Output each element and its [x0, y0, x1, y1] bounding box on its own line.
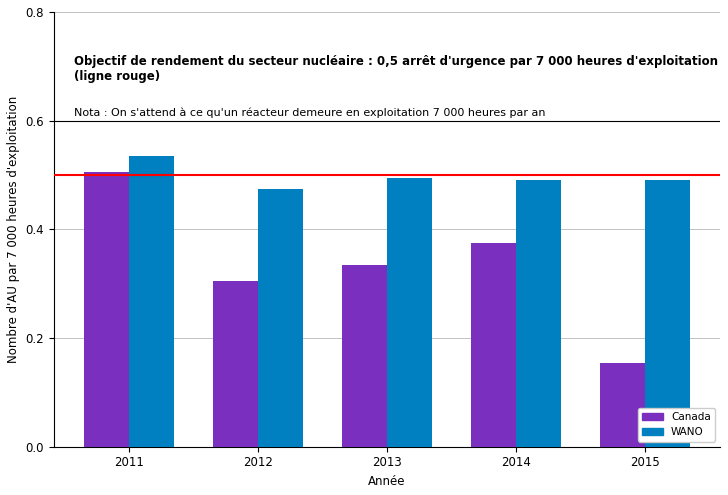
Bar: [600, 362, 645, 447]
Bar: [471, 243, 516, 447]
Bar: [645, 181, 690, 447]
Bar: [516, 181, 561, 447]
Text: Nota : On s'attend à ce qu'un réacteur demeure en exploitation 7 000 heures par : Nota : On s'attend à ce qu'un réacteur d…: [74, 107, 545, 118]
X-axis label: Année: Année: [368, 475, 405, 488]
Bar: [342, 265, 387, 447]
Y-axis label: Nombre d'AU par 7 000 heures d'exploitation: Nombre d'AU par 7 000 heures d'exploitat…: [7, 96, 20, 363]
Bar: [84, 172, 130, 447]
Legend: Canada, WANO: Canada, WANO: [638, 408, 715, 442]
Text: Objectif de rendement du secteur nucléaire : 0,5 arrêt d'urgence par 7 000 heure: Objectif de rendement du secteur nucléai…: [74, 55, 718, 84]
Bar: [130, 156, 174, 447]
Bar: [387, 178, 432, 447]
Bar: [258, 189, 303, 447]
Bar: [213, 281, 258, 447]
